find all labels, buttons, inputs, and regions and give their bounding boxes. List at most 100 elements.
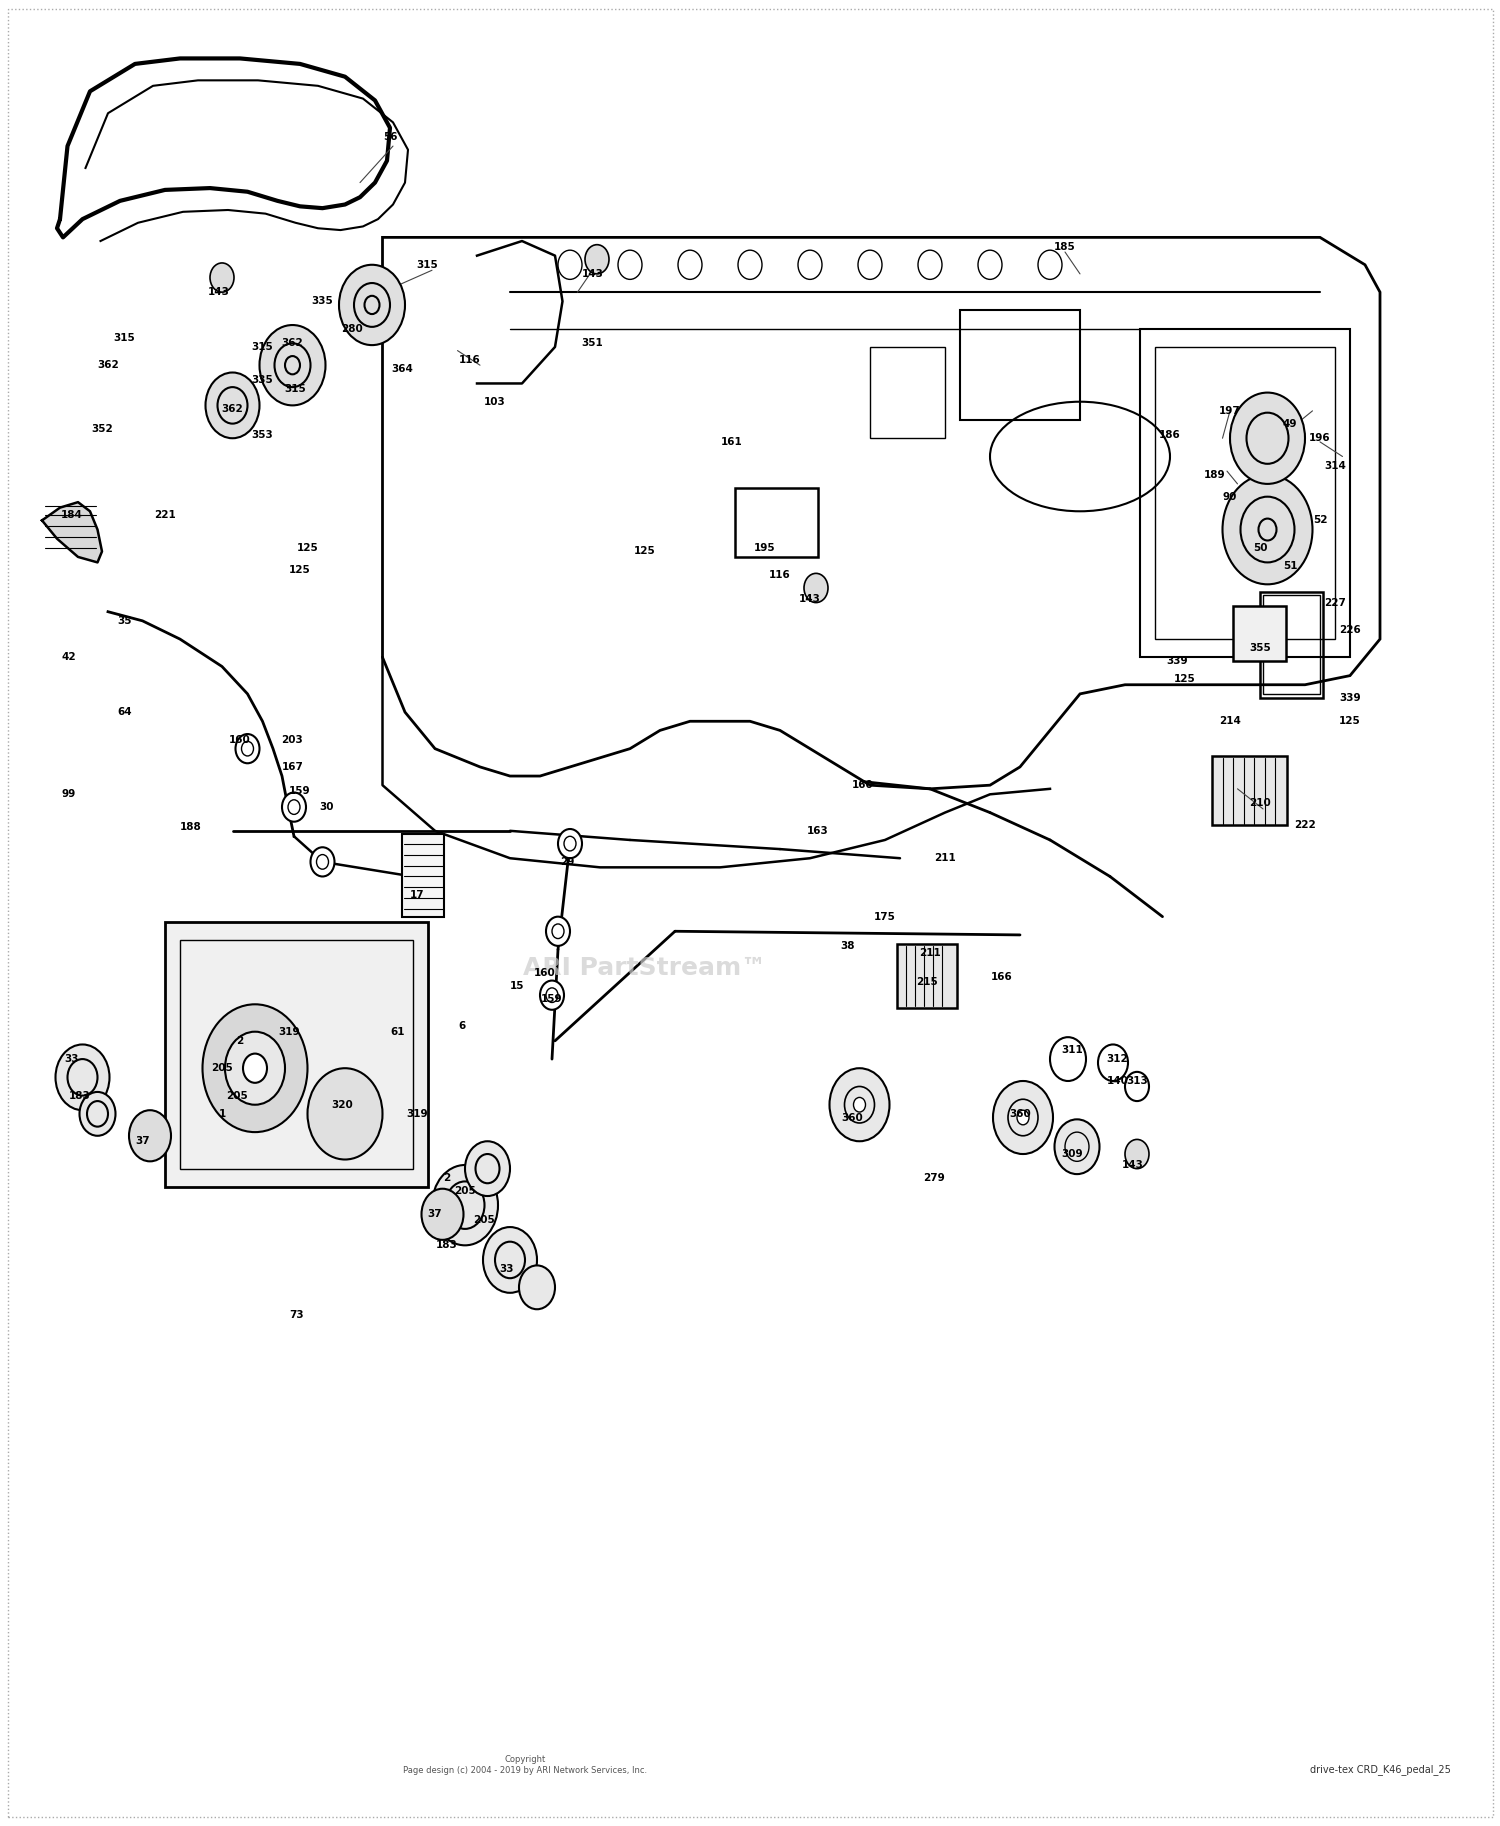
Text: Copyright
Page design (c) 2004 - 2019 by ARI Network Services, Inc.: Copyright Page design (c) 2004 - 2019 by…	[404, 1755, 646, 1775]
Text: 214: 214	[1220, 716, 1240, 727]
Circle shape	[260, 325, 326, 405]
Text: 183: 183	[436, 1240, 457, 1251]
Bar	[1260, 592, 1323, 698]
Text: 227: 227	[1324, 597, 1346, 608]
Text: 339: 339	[1167, 656, 1188, 666]
Circle shape	[858, 250, 882, 279]
Text: 125: 125	[634, 546, 656, 557]
Text: 160: 160	[852, 780, 873, 791]
Circle shape	[618, 250, 642, 279]
Text: 2: 2	[237, 1035, 243, 1046]
Text: 203: 203	[282, 734, 303, 745]
Text: 196: 196	[1310, 433, 1330, 444]
Text: 159: 159	[290, 785, 310, 796]
Circle shape	[339, 265, 405, 345]
Text: ARI PartStream™: ARI PartStream™	[524, 955, 766, 981]
Text: 140: 140	[1107, 1076, 1128, 1086]
Text: 125: 125	[1174, 674, 1196, 685]
Text: 360: 360	[1010, 1108, 1031, 1119]
Circle shape	[285, 356, 300, 374]
Text: 35: 35	[117, 615, 132, 626]
Text: 33: 33	[500, 1264, 514, 1275]
Text: 311: 311	[1062, 1044, 1083, 1055]
Text: 30: 30	[320, 802, 334, 813]
Text: 125: 125	[290, 564, 310, 575]
Circle shape	[80, 1092, 116, 1136]
Circle shape	[1258, 519, 1276, 540]
Text: 1: 1	[219, 1108, 225, 1119]
Circle shape	[1230, 393, 1305, 484]
Text: 352: 352	[92, 424, 112, 435]
Circle shape	[1054, 1119, 1100, 1174]
Text: 315: 315	[285, 383, 306, 394]
Text: 175: 175	[874, 911, 896, 922]
Circle shape	[210, 263, 234, 292]
Text: 99: 99	[62, 789, 76, 800]
Bar	[960, 310, 1080, 420]
Text: 309: 309	[1062, 1149, 1083, 1160]
Text: 166: 166	[992, 971, 1012, 982]
Text: 37: 37	[427, 1209, 442, 1220]
Circle shape	[1098, 1044, 1128, 1081]
Circle shape	[519, 1265, 555, 1309]
Text: 280: 280	[342, 323, 363, 334]
Text: 362: 362	[222, 404, 243, 415]
Circle shape	[1246, 413, 1288, 464]
Text: 2: 2	[444, 1172, 450, 1183]
Circle shape	[918, 250, 942, 279]
Text: 205: 205	[226, 1090, 248, 1101]
Text: 6: 6	[459, 1021, 465, 1032]
Circle shape	[217, 387, 248, 424]
Text: 362: 362	[282, 338, 303, 349]
Circle shape	[364, 296, 380, 314]
Text: 38: 38	[840, 940, 855, 951]
Text: 103: 103	[484, 396, 506, 407]
Text: 15: 15	[510, 981, 525, 992]
Bar	[1233, 606, 1286, 661]
Text: 320: 320	[332, 1099, 352, 1110]
Circle shape	[465, 1141, 510, 1196]
Text: 51: 51	[1282, 561, 1298, 572]
Circle shape	[202, 1004, 308, 1132]
Text: 143: 143	[800, 593, 820, 604]
Bar	[1263, 595, 1320, 694]
Circle shape	[558, 250, 582, 279]
Text: 319: 319	[406, 1108, 427, 1119]
Text: 160: 160	[230, 734, 251, 745]
Text: 226: 226	[1340, 624, 1360, 635]
Text: 50: 50	[1252, 542, 1268, 553]
Circle shape	[853, 1097, 865, 1112]
Circle shape	[446, 1181, 485, 1229]
Text: 163: 163	[807, 825, 828, 836]
Circle shape	[206, 373, 260, 438]
Circle shape	[1050, 1037, 1086, 1081]
Circle shape	[274, 343, 310, 387]
Text: 351: 351	[582, 338, 603, 349]
Text: 314: 314	[1324, 460, 1346, 471]
Text: 90: 90	[1222, 491, 1238, 502]
Text: 143: 143	[582, 268, 603, 279]
Text: 17: 17	[410, 889, 424, 900]
Bar	[897, 944, 957, 1008]
Text: 210: 210	[1250, 798, 1270, 809]
Text: 37: 37	[135, 1136, 150, 1147]
Text: 195: 195	[754, 542, 776, 553]
Circle shape	[585, 245, 609, 274]
Circle shape	[236, 734, 260, 763]
Bar	[1155, 347, 1335, 639]
Circle shape	[1240, 497, 1294, 562]
Text: 319: 319	[279, 1026, 300, 1037]
Text: 49: 49	[1282, 418, 1298, 429]
Text: 125: 125	[1340, 716, 1360, 727]
Text: 33: 33	[64, 1054, 80, 1065]
Text: 29: 29	[560, 856, 574, 867]
Circle shape	[68, 1059, 98, 1096]
Text: 73: 73	[290, 1309, 304, 1320]
Circle shape	[282, 792, 306, 822]
Circle shape	[546, 917, 570, 946]
Text: 362: 362	[98, 360, 118, 371]
Text: 185: 185	[1054, 241, 1076, 252]
Circle shape	[87, 1101, 108, 1127]
Circle shape	[56, 1044, 110, 1110]
Text: 315: 315	[417, 259, 438, 270]
